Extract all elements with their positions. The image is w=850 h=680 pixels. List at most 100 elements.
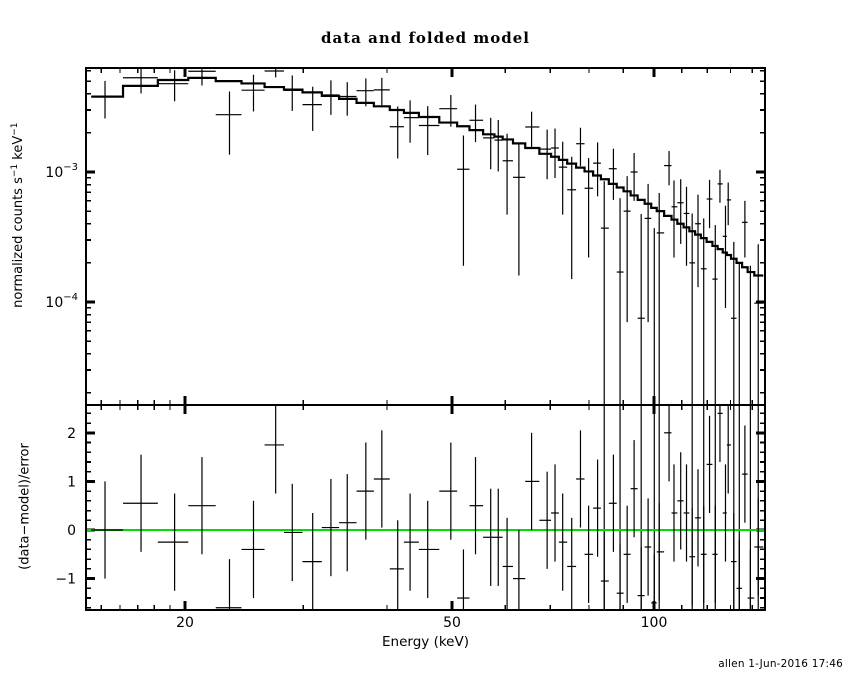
residual-point [469,457,484,555]
residual-point [418,500,440,599]
data-point [241,74,265,112]
data-point [722,205,727,308]
residual-point [736,539,743,609]
residual-point [722,464,727,562]
residual-point [389,520,404,609]
residual-point [525,432,540,530]
residual-point [630,440,638,538]
data-point [502,133,513,215]
residual-point [215,559,242,609]
plot-title: data and folded model [321,29,530,47]
residual-point [483,488,495,586]
top-y-label-mid: keV [11,135,27,164]
data-point [551,128,559,178]
residual-point [677,452,684,550]
data-point [439,95,458,127]
data-point [616,198,624,609]
residual-point [637,547,645,609]
residual-point [584,505,594,603]
data-point [494,120,503,172]
data-point [373,77,390,106]
data-point [706,179,713,229]
residual-point [717,406,723,462]
x-tick-label: 50 [443,615,461,631]
data-point [123,69,158,94]
residual-point [623,505,631,603]
residual-point [373,430,390,528]
residual-point [689,508,696,606]
data-point [264,69,284,78]
x-tick-label: 100 [641,615,668,631]
model-histogram [91,76,764,277]
data-point [356,78,374,107]
residual-point [494,488,503,586]
bottom-y-axis-label: (data−model)/error [17,443,33,570]
data-point [321,80,340,115]
residual-point [731,512,737,609]
residual-point [403,493,419,591]
data-point [91,80,124,119]
residual-point [754,498,764,596]
residual-point [644,498,652,596]
residual-point [356,442,374,540]
data-point [567,156,577,280]
data-point [418,106,440,156]
residual-point [321,478,340,577]
data-point [157,70,189,102]
data-point [403,100,419,143]
data-point [677,179,684,244]
residual-point [706,415,713,513]
residual-point [558,493,568,591]
y-tick-label: 10−3 [45,162,78,181]
residual-point [91,481,124,579]
data-point [717,169,723,203]
credit-text: allen 1-Jun-2016 17:46 [718,658,843,670]
top-y-label-sup2: −1 [9,122,20,136]
x-tick-label: 20 [176,615,194,631]
residual-point [651,554,657,609]
y-tick-label: 1 [67,474,76,490]
residual-point [457,549,470,609]
y-tick-label: 0 [67,523,76,539]
data-point [695,194,701,288]
residual-point [502,517,513,609]
residual-point [567,517,577,609]
data-point [512,143,526,276]
data-point [742,200,748,258]
residual-point [671,464,678,562]
residual-point [747,549,755,609]
residual-point [593,459,601,557]
residual-point [600,532,609,609]
data-point [630,153,638,201]
residual-point [551,464,559,562]
residual-point [616,544,624,609]
data-point [593,142,601,197]
residual-point [157,493,189,591]
residual-point [283,483,303,582]
data-point [525,111,540,148]
data-point [283,75,303,111]
data-point [726,182,732,226]
residual-point [712,505,718,603]
residual-point [695,469,701,567]
data-point [457,135,470,266]
residual-point [576,430,585,528]
residual-point [656,503,665,601]
top-y-axis-label: normalized counts s−1 keV−1 [10,50,26,380]
top-panel-frame [85,67,766,406]
data-point [469,104,484,143]
data-point [623,176,631,323]
data-point [664,151,672,186]
data-point [539,129,552,180]
data-point [600,181,609,609]
data-point [584,158,594,258]
y-tick-label: 10−4 [45,292,78,311]
data-point [302,86,322,131]
top-y-label-sup1: −1 [9,163,20,178]
data-point [483,117,495,170]
data-point [683,186,690,266]
residual-point [742,425,748,523]
residual-point [608,454,617,552]
data-point [339,82,357,116]
